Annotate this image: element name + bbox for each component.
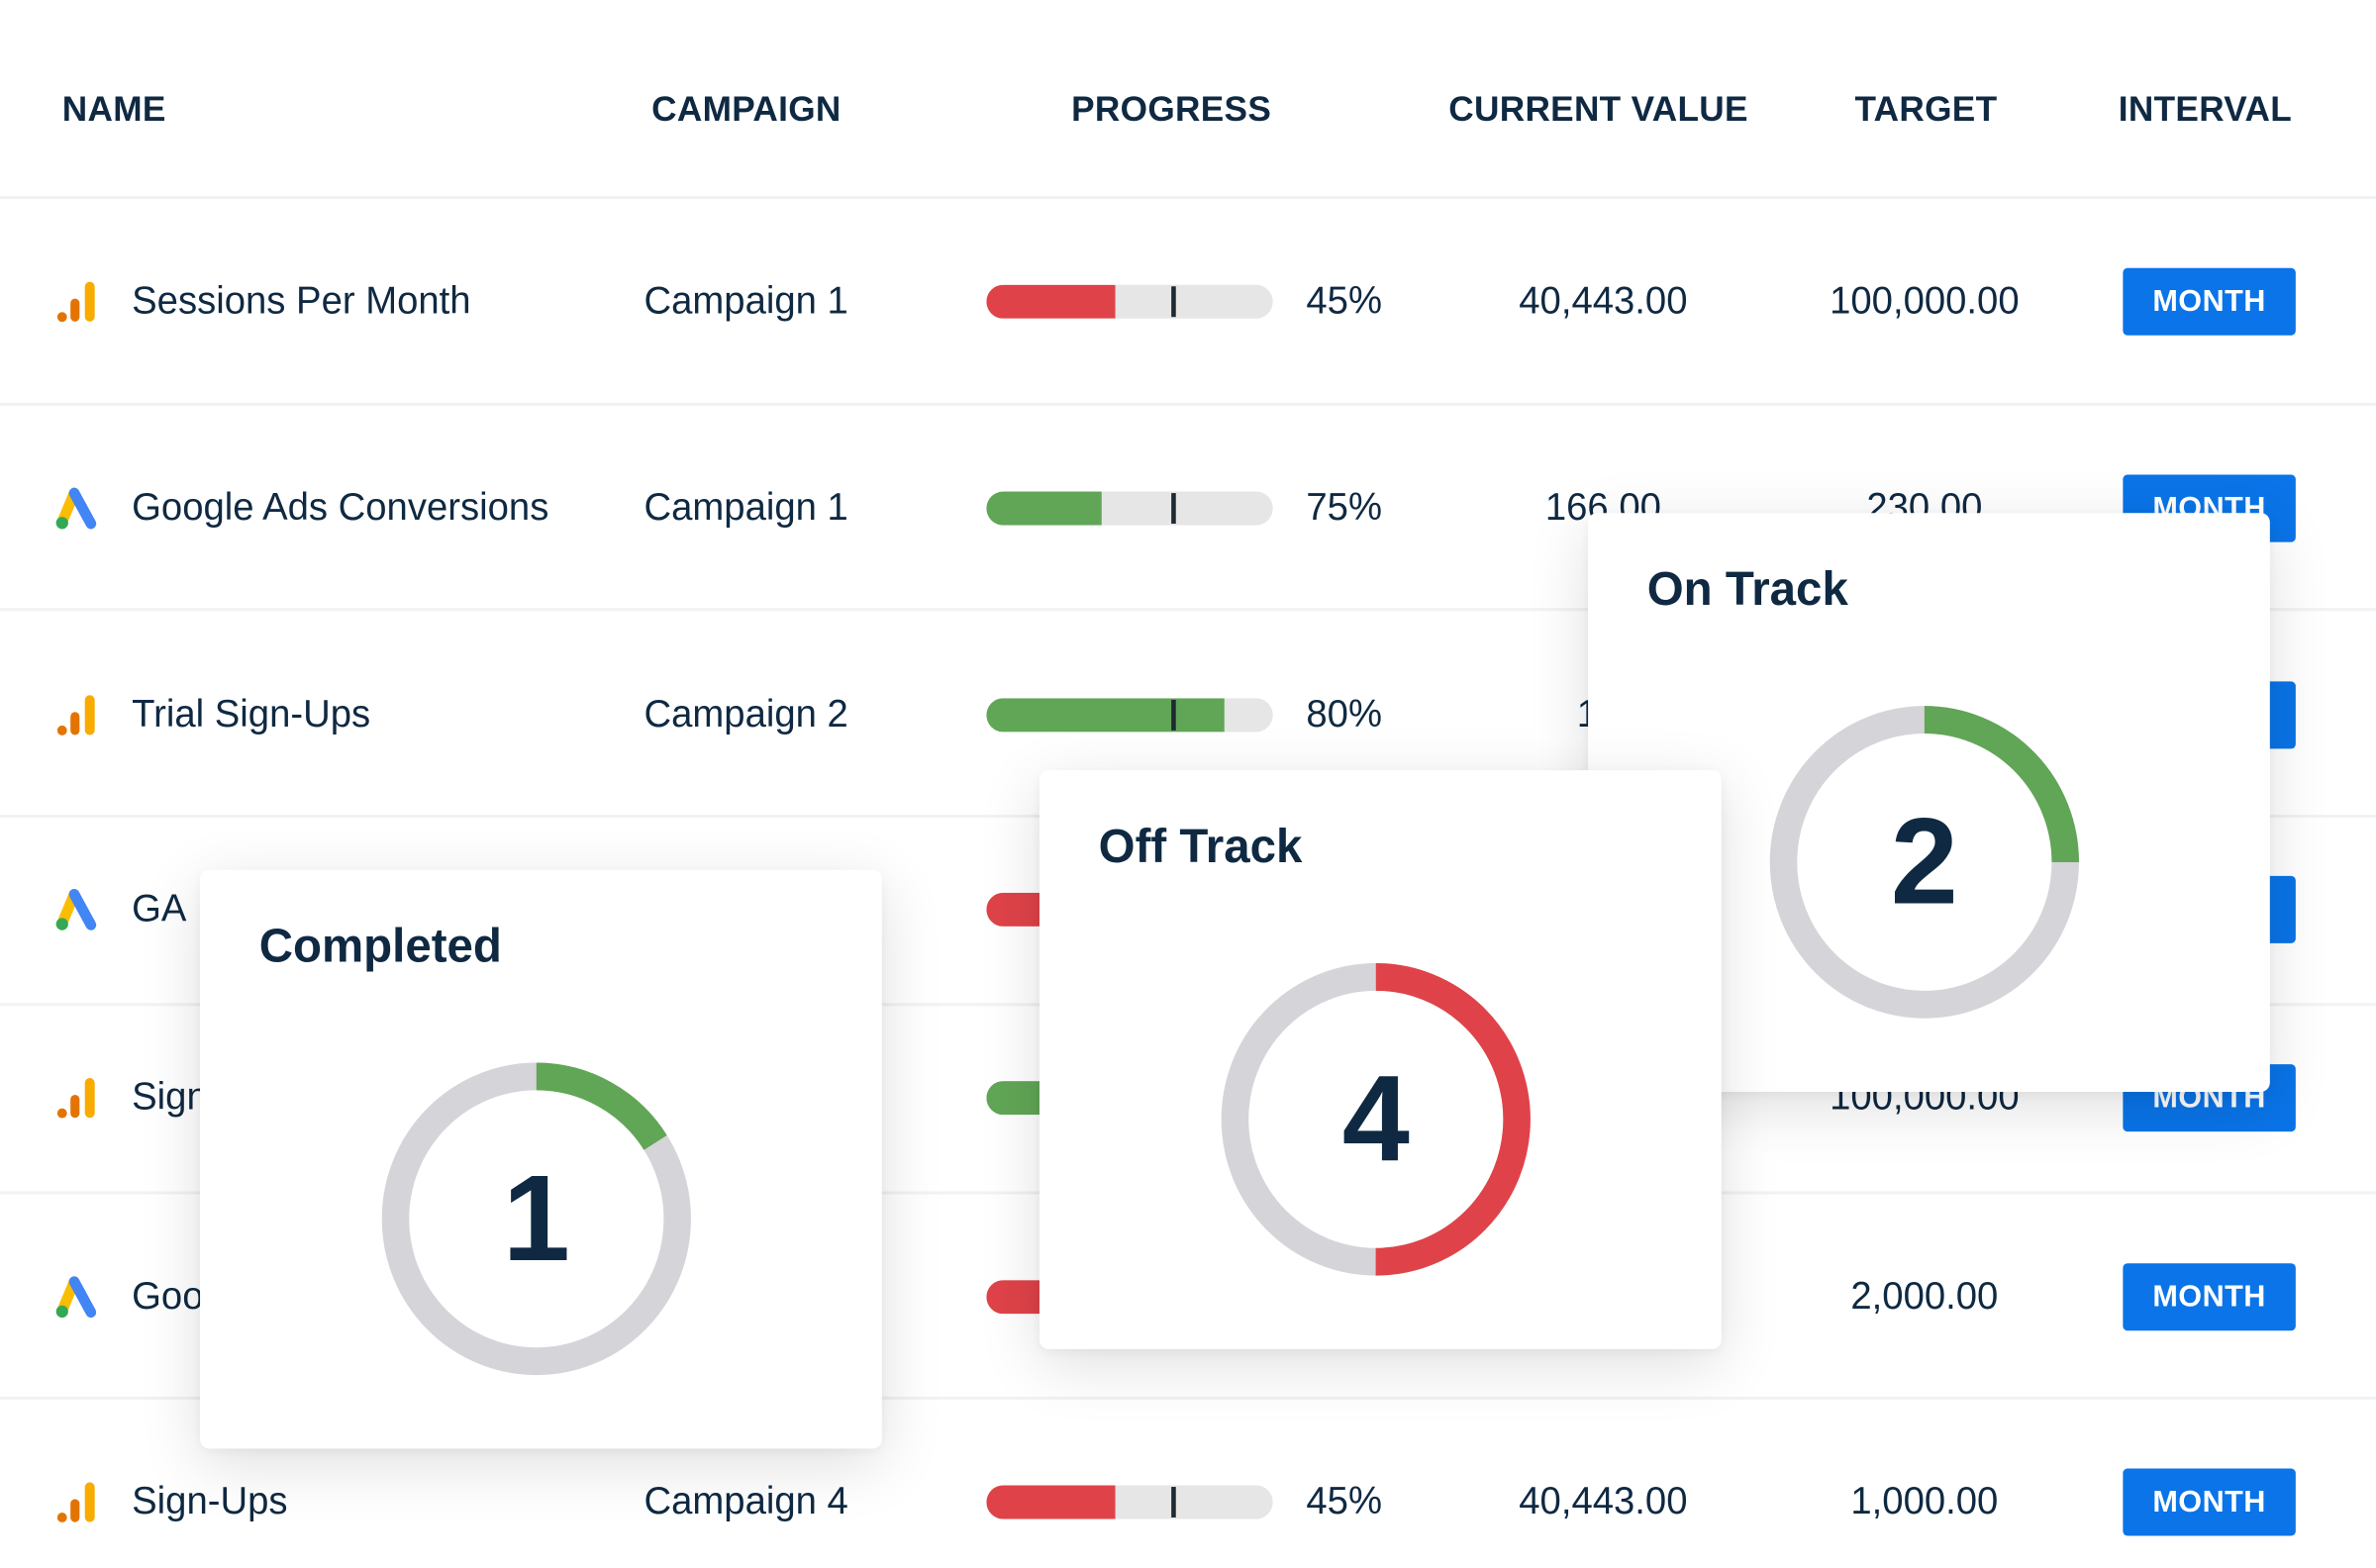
status-card-off-track[interactable]: Off Track 4 <box>1039 770 1722 1349</box>
google-analytics-icon <box>54 279 100 325</box>
google-ads-icon <box>54 887 100 932</box>
campaign-name: Campaign 1 <box>644 279 848 323</box>
card-title: Completed <box>258 919 502 973</box>
donut-chart: 4 <box>1208 949 1544 1289</box>
row-divider <box>0 1396 2376 1400</box>
progress-bar <box>986 284 1273 319</box>
interval-button[interactable]: MONTH <box>2123 267 2296 336</box>
progress-percent: 45% <box>1306 279 1382 323</box>
goal-name[interactable]: Google Ads Conversions <box>132 486 549 530</box>
goal-name[interactable]: GA <box>132 887 187 931</box>
google-ads-icon <box>54 485 100 531</box>
target-value: 100,000.00 <box>1830 279 2020 323</box>
goal-name[interactable]: Sessions Per Month <box>132 279 471 323</box>
google-ads-icon <box>54 1274 100 1320</box>
goal-name[interactable]: Sign <box>132 1075 208 1120</box>
campaign-name: Campaign 4 <box>644 1480 848 1523</box>
header-target[interactable]: TARGET <box>1854 88 1998 129</box>
target-marker <box>1171 1487 1176 1518</box>
progress-fill <box>986 1485 1116 1519</box>
interval-button[interactable]: MONTH <box>2123 1263 2296 1331</box>
card-count: 4 <box>1341 1050 1410 1187</box>
goal-name[interactable]: Sign-Ups <box>132 1480 288 1523</box>
google-analytics-icon <box>54 1479 100 1524</box>
progress-bar <box>986 1485 1273 1519</box>
target-value: 1,000.00 <box>1850 1480 1999 1523</box>
progress-fill <box>986 491 1102 526</box>
progress-percent: 75% <box>1306 486 1382 530</box>
header-name[interactable]: NAME <box>61 88 166 129</box>
current-value: 40,443.00 <box>1519 1480 1688 1523</box>
status-card-completed[interactable]: Completed 1 <box>200 869 882 1449</box>
progress-bar <box>986 698 1273 733</box>
donut-chart: 1 <box>368 1049 705 1389</box>
header-progress[interactable]: PROGRESS <box>1071 88 1272 129</box>
row-divider <box>0 402 2376 406</box>
google-analytics-icon <box>54 692 100 737</box>
goal-name[interactable]: Goo <box>132 1274 204 1319</box>
donut-arc <box>1221 963 1531 1276</box>
table-row[interactable]: Sign-Ups Campaign 4 45% 40,443.00 1,000.00 MO… <box>0 1456 2376 1548</box>
progress-fill <box>986 698 1225 733</box>
header-interval[interactable]: INTERVAL <box>2118 88 2293 129</box>
interval-button[interactable]: MONTH <box>2123 1468 2296 1536</box>
progress-fill <box>986 284 1116 319</box>
card-count: 2 <box>1890 793 1958 930</box>
target-value: 2,000.00 <box>1850 1274 1999 1319</box>
card-title: Off Track <box>1098 819 1303 873</box>
current-value: 40,443.00 <box>1519 279 1688 323</box>
campaign-name: Campaign 2 <box>644 692 848 736</box>
donut-arc <box>1769 706 2079 1019</box>
progress-percent: 45% <box>1306 1480 1382 1523</box>
header-current-value[interactable]: CURRENT VALUE <box>1448 88 1748 129</box>
campaign-name: Campaign 1 <box>644 486 848 530</box>
target-marker <box>1171 699 1176 731</box>
progress-bar <box>986 491 1273 526</box>
donut-arc <box>381 1062 691 1376</box>
goal-name[interactable]: Trial Sign-Ups <box>132 692 371 736</box>
row-divider <box>0 196 2376 200</box>
google-analytics-icon <box>54 1075 100 1121</box>
target-marker <box>1171 286 1176 318</box>
header-campaign[interactable]: CAMPAIGN <box>651 88 842 129</box>
card-title: On Track <box>1646 561 1848 616</box>
donut-chart: 2 <box>1756 692 2093 1031</box>
card-count: 1 <box>502 1149 570 1287</box>
progress-percent: 80% <box>1306 692 1382 736</box>
target-marker <box>1171 493 1176 525</box>
row-divider <box>0 608 2376 612</box>
table-row[interactable]: Sessions Per Month Campaign 1 45% 40,443.00… <box>0 255 2376 347</box>
